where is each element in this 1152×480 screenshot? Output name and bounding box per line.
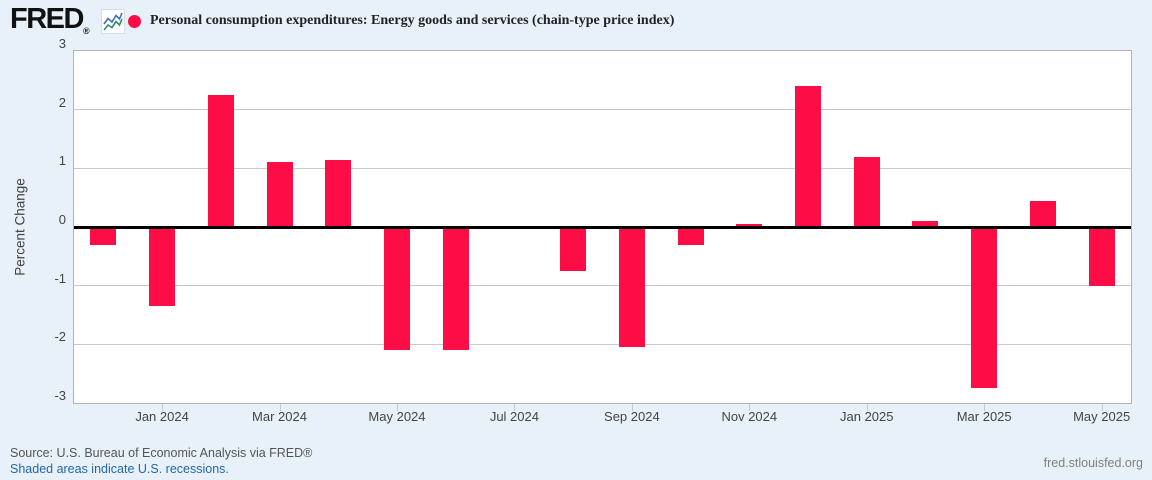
fred-logo-text: FRED: [10, 3, 84, 35]
x-tick-label: May 2024: [368, 409, 426, 424]
bar-apr-2024: [325, 159, 352, 227]
x-tick-label: Nov 2024: [721, 409, 778, 424]
bar-may-2025: [1088, 227, 1115, 286]
x-tick-mark: [1101, 404, 1103, 411]
y-tick-label: -2: [54, 329, 66, 345]
bar-mar-2025: [971, 227, 998, 389]
x-tick-mark: [749, 404, 751, 411]
series-title: Personal consumption expenditures: Energ…: [150, 13, 675, 28]
bar-sep-2024: [618, 227, 645, 348]
x-tick-label: Mar 2025: [956, 409, 1012, 424]
y-tick-label: 3: [58, 36, 66, 51]
source-text: Source: U.S. Bureau of Economic Analysis…: [10, 446, 313, 460]
x-tick-mark: [279, 404, 281, 411]
x-tick-mark: [514, 404, 516, 411]
x-tick-mark: [162, 404, 164, 411]
x-tick-mark: [984, 404, 986, 411]
bar-may-2024: [383, 227, 410, 351]
x-tick-label: Jan 2024: [135, 409, 189, 424]
y-tick-label: 1: [58, 153, 66, 169]
x-tick-mark: [631, 404, 633, 411]
bar-aug-2024: [560, 227, 587, 271]
site-link[interactable]: fred.stlouisfed.org: [1043, 456, 1143, 470]
gridline: [74, 109, 1131, 111]
y-tick-label: -1: [54, 270, 66, 286]
x-tick-label: Sep 2024: [604, 409, 660, 424]
x-tick-label: Jan 2025: [840, 409, 894, 424]
x-tick-label: Mar 2024: [252, 409, 307, 424]
gridline: [74, 285, 1131, 287]
bar-dec-2024: [795, 86, 822, 227]
y-tick-label: -3: [54, 388, 66, 403]
fred-logo[interactable]: FRED®: [10, 5, 90, 45]
bar-oct-2024: [677, 227, 704, 245]
y-tick-label: 0: [58, 212, 66, 227]
bar-jan-2025: [853, 156, 880, 227]
bar-jan-2024: [149, 227, 176, 307]
zero-line: [74, 225, 1131, 229]
registered-mark: ®: [82, 26, 90, 36]
y-tick-label: 2: [58, 94, 66, 110]
sparkline-icon: [101, 9, 125, 34]
bar-apr-2025: [1029, 200, 1056, 227]
bar-feb-2024: [207, 95, 234, 227]
bar-jun-2024: [442, 227, 469, 351]
bar-mar-2024: [266, 162, 293, 227]
bar-dec-2023: [90, 227, 117, 245]
y-axis-title: Percent Change: [12, 178, 28, 276]
x-tick-label: May 2025: [1073, 409, 1131, 424]
x-tick-mark: [396, 404, 398, 411]
gridline: [74, 343, 1131, 345]
x-tick-mark: [866, 404, 868, 411]
x-tick-label: Jul 2024: [489, 409, 539, 424]
legend-dot-icon: [128, 15, 141, 28]
bar-feb-2025: [912, 221, 939, 227]
recessions-link[interactable]: Shaded areas indicate U.S. recessions.: [10, 462, 229, 476]
gridline: [74, 167, 1131, 169]
plot-area: [73, 50, 1132, 404]
